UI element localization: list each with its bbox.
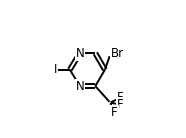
Text: Br: Br [111,47,124,60]
Text: I: I [54,63,57,76]
Text: F: F [117,91,124,104]
Text: F: F [117,98,124,111]
Text: F: F [111,106,118,119]
Text: N: N [76,80,84,93]
Text: N: N [76,47,84,60]
